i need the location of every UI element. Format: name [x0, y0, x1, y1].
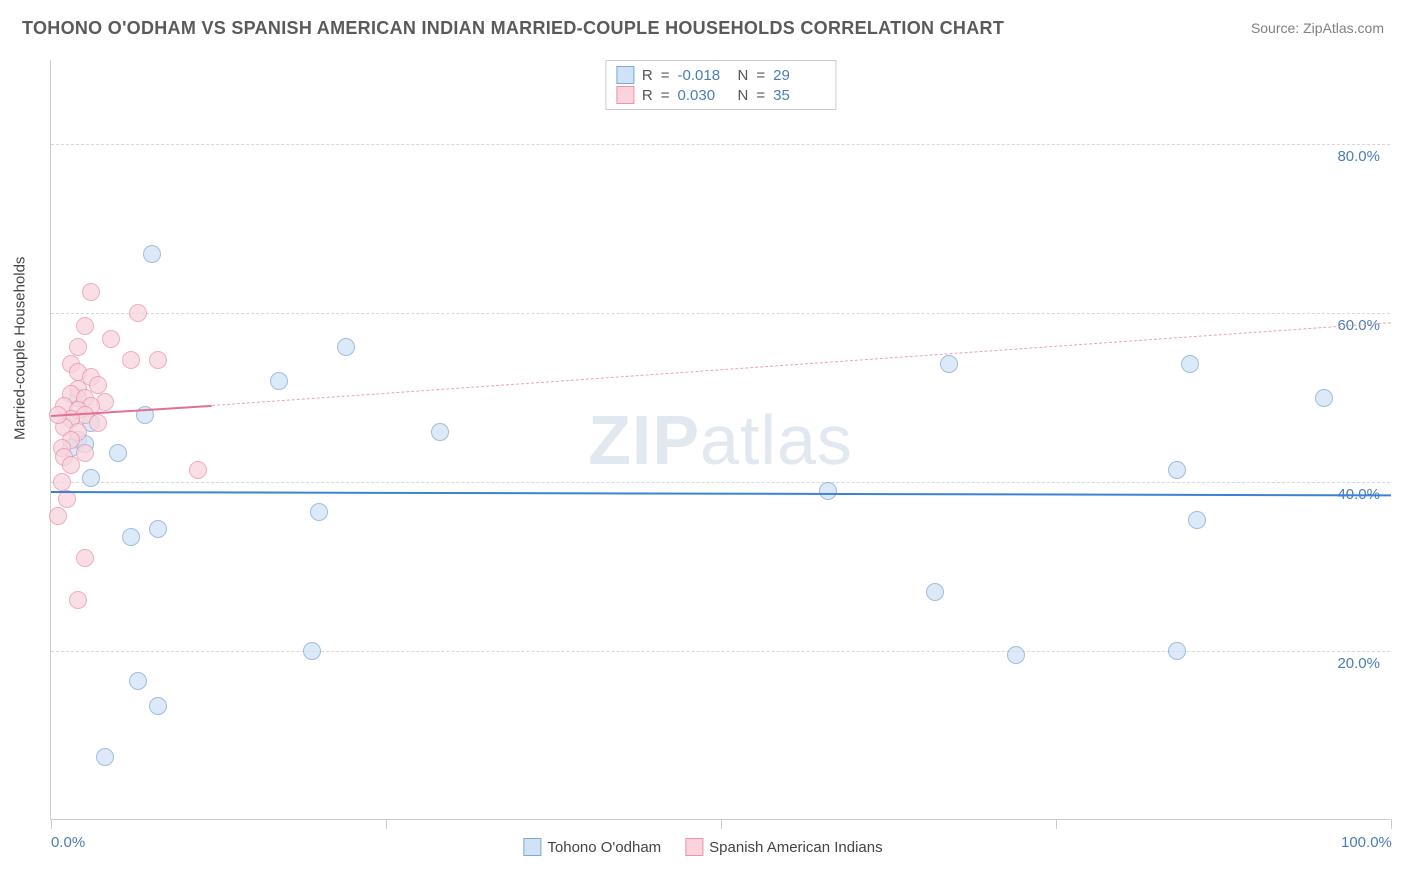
stat-R-val-1: -0.018: [678, 67, 730, 84]
trend-line: [51, 491, 1391, 496]
stat-R-label-2: R: [642, 87, 653, 104]
bottom-legend: Tohono O'odham Spanish American Indians: [523, 838, 882, 856]
legend-swatch-2: [685, 838, 703, 856]
stat-N-val-2: 35: [773, 87, 825, 104]
y-tick-label: 20.0%: [1337, 655, 1380, 672]
data-point: [122, 528, 140, 546]
data-point: [96, 748, 114, 766]
data-point: [189, 461, 207, 479]
data-point: [62, 456, 80, 474]
stat-R-label-1: R: [642, 67, 653, 84]
data-point: [1007, 646, 1025, 664]
stat-eq-1a: =: [661, 67, 670, 84]
data-point: [129, 304, 147, 322]
data-point: [431, 423, 449, 441]
watermark: ZIPatlas: [588, 400, 853, 480]
data-point: [1168, 642, 1186, 660]
stat-R-val-2: 0.030: [678, 87, 730, 104]
data-point: [69, 338, 87, 356]
source-label: Source: ZipAtlas.com: [1251, 20, 1384, 36]
legend-item-2: Spanish American Indians: [685, 838, 882, 856]
data-point: [109, 444, 127, 462]
legend-item-1: Tohono O'odham: [523, 838, 661, 856]
data-point: [310, 503, 328, 521]
gridline: [51, 144, 1390, 145]
x-tick: [721, 819, 722, 829]
watermark-rest: atlas: [700, 401, 853, 479]
swatch-series-1: [616, 66, 634, 84]
chart-title: TOHONO O'ODHAM VS SPANISH AMERICAN INDIA…: [22, 18, 1004, 39]
data-point: [303, 642, 321, 660]
data-point: [819, 482, 837, 500]
x-tick: [1056, 819, 1057, 829]
data-point: [1181, 355, 1199, 373]
data-point: [49, 507, 67, 525]
legend-swatch-1: [523, 838, 541, 856]
data-point: [53, 473, 71, 491]
trend-line: [212, 322, 1391, 406]
data-point: [69, 591, 87, 609]
y-tick-label: 80.0%: [1337, 148, 1380, 165]
watermark-bold: ZIP: [588, 401, 700, 479]
stat-N-val-1: 29: [773, 67, 825, 84]
gridline: [51, 313, 1390, 314]
data-point: [143, 245, 161, 263]
stats-row-2: R = 0.030 N = 35: [616, 85, 825, 105]
data-point: [149, 697, 167, 715]
stats-row-1: R = -0.018 N = 29: [616, 65, 825, 85]
data-point: [149, 351, 167, 369]
x-tick: [51, 819, 52, 829]
data-point: [1188, 511, 1206, 529]
chart-container: TOHONO O'ODHAM VS SPANISH AMERICAN INDIA…: [0, 0, 1406, 892]
plot-area: ZIPatlas R = -0.018 N = 29 R = 0.030 N =…: [50, 60, 1390, 820]
data-point: [122, 351, 140, 369]
stat-eq-2b: =: [756, 87, 765, 104]
data-point: [82, 469, 100, 487]
data-point: [76, 317, 94, 335]
stats-box: R = -0.018 N = 29 R = 0.030 N = 35: [605, 60, 836, 110]
legend-label-2: Spanish American Indians: [709, 839, 882, 856]
data-point: [102, 330, 120, 348]
gridline: [51, 651, 1390, 652]
data-point: [82, 283, 100, 301]
y-axis-title: Married-couple Households: [12, 257, 29, 440]
data-point: [149, 520, 167, 538]
x-tick-label: 0.0%: [51, 834, 85, 851]
data-point: [89, 414, 107, 432]
legend-label-1: Tohono O'odham: [547, 839, 661, 856]
data-point: [1168, 461, 1186, 479]
data-point: [1315, 389, 1333, 407]
stat-eq-1b: =: [756, 67, 765, 84]
data-point: [926, 583, 944, 601]
stat-N-label-1: N: [738, 67, 749, 84]
data-point: [129, 672, 147, 690]
data-point: [270, 372, 288, 390]
swatch-series-2: [616, 86, 634, 104]
data-point: [76, 549, 94, 567]
data-point: [940, 355, 958, 373]
stat-eq-2a: =: [661, 87, 670, 104]
x-tick: [1391, 819, 1392, 829]
stat-N-label-2: N: [738, 87, 749, 104]
x-tick: [386, 819, 387, 829]
data-point: [337, 338, 355, 356]
x-tick-label: 100.0%: [1341, 834, 1392, 851]
gridline: [51, 482, 1390, 483]
